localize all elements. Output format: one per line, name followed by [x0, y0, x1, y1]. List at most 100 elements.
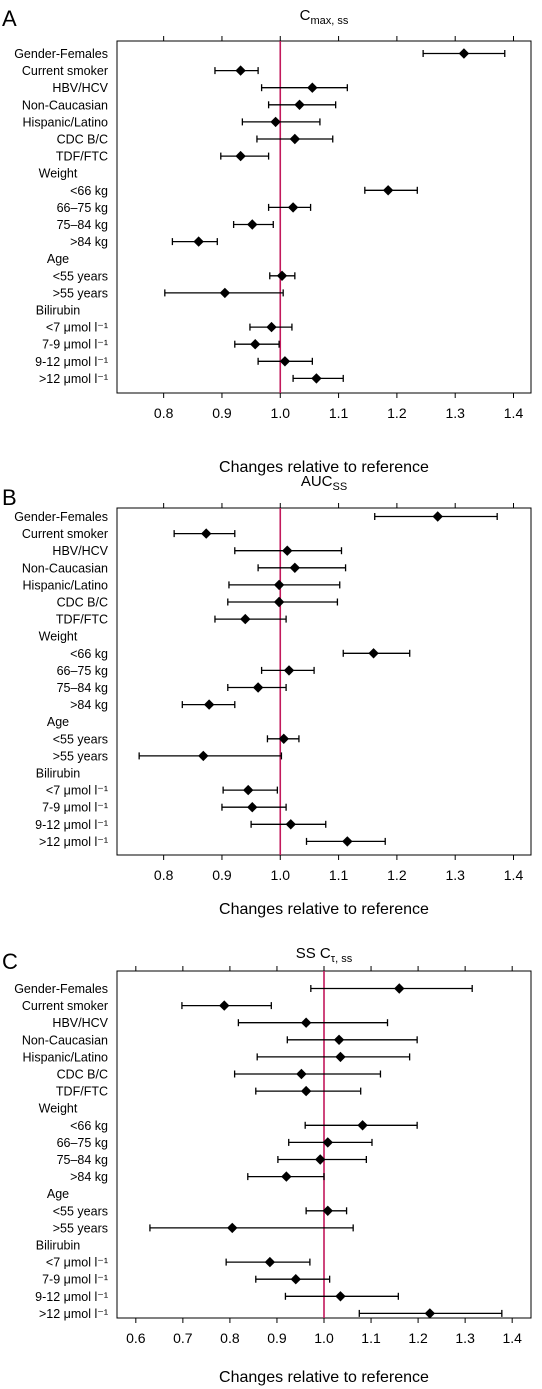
row-label: >55 years [53, 1221, 108, 1235]
x-tick-label: 1.2 [387, 867, 407, 883]
x-tick-label: 1.0 [271, 405, 291, 421]
x-tick-label: 1.2 [387, 405, 407, 421]
panel-title-main: C [300, 7, 311, 24]
panel-title: Cmax, ss [300, 7, 349, 27]
row-label: CDC B/C [57, 596, 108, 610]
row-label: 66–75 kg [57, 664, 108, 678]
row-label: Weight [39, 167, 78, 181]
row-label: CDC B/C [57, 133, 108, 147]
row-label: >12 μmol l⁻¹ [39, 372, 108, 386]
row-label: 9-12 μmol l⁻¹ [35, 818, 108, 832]
point-estimate [311, 373, 322, 384]
x-tick-label: 0.8 [154, 405, 174, 421]
panel-title-subscript: τ, ss [331, 953, 353, 965]
row-label: 7-9 μmol l⁻¹ [42, 1273, 108, 1287]
x-tick-label: 0.9 [267, 1330, 287, 1346]
row-label: Current smoker [22, 64, 108, 78]
row-label: >84 kg [70, 698, 108, 712]
row-label: Gender-Females [14, 982, 108, 996]
row-label: <7 μmol l⁻¹ [46, 1256, 108, 1270]
point-estimate [296, 1068, 307, 1080]
x-axis-label: Changes relative to reference [219, 901, 429, 918]
row-label: HBV/HCV [52, 544, 108, 558]
x-tick-label: 1.3 [445, 405, 465, 421]
point-estimate [240, 613, 251, 625]
panel-letter: C [2, 949, 18, 974]
row-label: Age [47, 715, 69, 729]
point-estimate [287, 202, 299, 213]
plot-frame [116, 507, 532, 856]
x-tick-label: 0.9 [212, 867, 232, 883]
point-estimate [458, 48, 470, 59]
x-tick-label: 1.1 [329, 867, 349, 883]
point-estimate [279, 356, 291, 367]
row-label: <66 kg [70, 1119, 108, 1133]
point-estimate [278, 733, 289, 744]
row-label: <55 years [53, 732, 108, 746]
point-estimate [264, 1256, 276, 1268]
row-label: 75–84 kg [57, 1153, 108, 1167]
x-tick-label: 1.3 [445, 867, 465, 883]
point-estimate [235, 150, 246, 162]
panel-b: B AUCSS 0.8 0.9 1.0 1.1 1.2 1.3 1.4 Gender-Female… [2, 473, 532, 918]
x-tick-label: 1.2 [408, 1330, 428, 1346]
point-estimate [219, 1000, 230, 1011]
point-estimate [252, 682, 264, 693]
panel-title-main: AUC [301, 473, 333, 490]
point-estimate [219, 287, 231, 299]
point-estimate [382, 185, 394, 196]
row-label: HBV/HCV [52, 1016, 108, 1030]
row-label: Weight [39, 1102, 78, 1116]
point-estimate [333, 1034, 345, 1045]
row-label: Gender-Females [14, 510, 108, 524]
point-estimate [368, 648, 379, 659]
row-label: <66 kg [70, 184, 108, 198]
point-estimate [357, 1120, 368, 1131]
point-estimate [198, 750, 209, 762]
row-label: Hispanic/Latino [23, 115, 109, 129]
point-estimate [193, 236, 204, 247]
row-label: 7-9 μmol l⁻¹ [42, 338, 108, 352]
panel-letter: A [2, 6, 17, 31]
row-label: Hispanic/Latino [23, 1050, 109, 1064]
row-label: CDC B/C [57, 1068, 108, 1082]
row-label: 9-12 μmol l⁻¹ [35, 355, 108, 369]
point-estimate [270, 116, 281, 128]
row-label: <55 years [53, 269, 108, 283]
point-estimate [235, 65, 246, 76]
row-label: >84 kg [70, 235, 108, 249]
point-estimate [335, 1051, 346, 1063]
row-label: Bilirubin [36, 767, 81, 781]
row-label: Non-Caucasian [22, 98, 108, 112]
point-estimate [285, 819, 296, 830]
x-tick-label: 1.4 [502, 1330, 522, 1346]
x-axis-label: Changes relative to reference [219, 1369, 429, 1386]
x-tick-label: 1.1 [361, 1330, 381, 1346]
x-tick-label: 0.7 [173, 1330, 193, 1346]
point-estimate [242, 784, 254, 796]
row-label: Non-Caucasian [22, 561, 108, 575]
x-tick-label: 0.8 [154, 867, 174, 883]
plot-frame [116, 40, 532, 394]
point-estimate [282, 545, 293, 556]
point-estimate [300, 1017, 312, 1028]
row-label: 9-12 μmol l⁻¹ [35, 1290, 108, 1304]
row-label: >55 years [53, 286, 108, 300]
row-label: Gender-Females [14, 47, 108, 61]
point-estimate [266, 321, 277, 333]
x-tick-label: 1.3 [455, 1330, 475, 1346]
row-label: <55 years [53, 1204, 108, 1218]
point-estimate [227, 1222, 238, 1234]
point-estimate [289, 133, 301, 145]
point-estimate [290, 1274, 301, 1285]
row-label: >55 years [53, 749, 108, 763]
x-tick-label: 1.0 [271, 867, 291, 883]
row-label: TDF/FTC [56, 150, 108, 164]
row-label: Bilirubin [36, 304, 81, 318]
row-label: >12 μmol l⁻¹ [39, 835, 108, 849]
row-label: >12 μmol l⁻¹ [39, 1307, 108, 1321]
point-estimate [315, 1154, 326, 1165]
x-axis-label: Changes relative to reference [219, 459, 429, 476]
point-estimate [424, 1308, 436, 1319]
